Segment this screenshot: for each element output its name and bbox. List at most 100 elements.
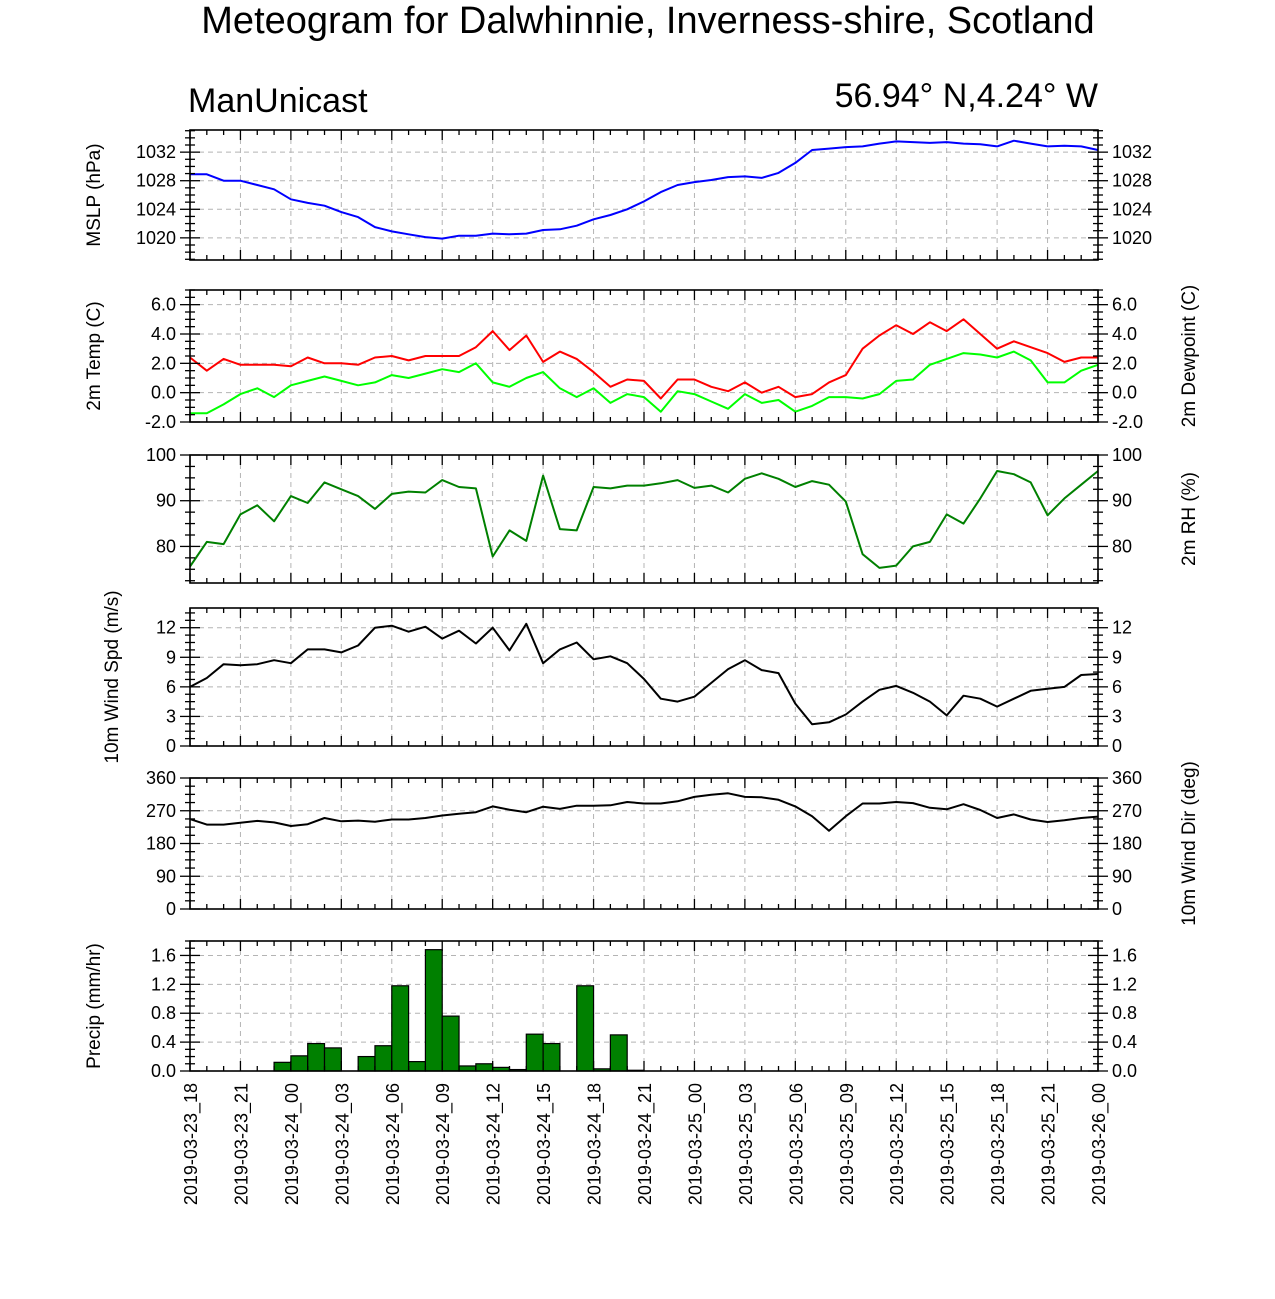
chart-title: Meteogram for Dalwhinnie, Inverness-shir…: [201, 0, 1094, 42]
y-tick-label: 100: [146, 445, 176, 465]
precip-bar: [323, 1047, 342, 1072]
panel-wspd: 0 0 3 3 6 6 9 9 12 12 10m Wind Spd (m/s): [102, 590, 1132, 763]
y-tick-label: 1028: [1112, 171, 1152, 191]
precip-bar: [357, 1055, 376, 1072]
model-name: ManUnicast: [188, 82, 368, 120]
y-tick-label: 0.4: [1112, 1032, 1137, 1052]
temp-series-line-1: [190, 350, 1099, 415]
y-tick-label: 1.6: [151, 945, 176, 965]
y-tick-label: 90: [1112, 491, 1132, 511]
precip-bar: [542, 1042, 561, 1072]
precip-bar: [391, 985, 410, 1072]
y-tick-label: 1024: [1112, 199, 1152, 219]
meteogram-panels: 1020 1020 1024 1024 1028 1028 1032 1032 MSLP (hP…: [84, 129, 1200, 1205]
y-tick-label: 0: [1112, 736, 1122, 756]
location-coordinates: 56.94° N,4.24° W: [835, 77, 1098, 115]
y-tick-label: 3: [166, 706, 176, 726]
y-tick-label: 9: [1112, 647, 1122, 667]
y-tick-label: 0.0: [1112, 1061, 1137, 1081]
y-tick-label: 0.8: [1112, 1003, 1137, 1023]
y-tick-label: 80: [156, 536, 176, 556]
y-tick-label: 1.2: [151, 974, 176, 994]
y-tick-label: 6: [1112, 677, 1122, 697]
x-tick-label: 2019-03-26_00: [1089, 1083, 1110, 1205]
y-tick-label: 1020: [136, 228, 176, 248]
precip-bar: [441, 1015, 460, 1072]
x-tick-label: 2019-03-24_06: [383, 1083, 404, 1205]
y-tick-label: 0.0: [151, 1061, 176, 1081]
y-tick-label: 3: [1112, 706, 1122, 726]
precip-bar: [609, 1034, 628, 1072]
x-tick-label: 2019-03-24_15: [534, 1083, 555, 1205]
x-tick-label: 2019-03-25_03: [736, 1083, 757, 1205]
x-tick-label: 2019-03-25_18: [988, 1083, 1009, 1205]
mslp-series-line-0: [190, 139, 1099, 240]
y-tick-label: 12: [156, 618, 176, 638]
x-tick-label: 2019-03-25_06: [786, 1083, 807, 1205]
y-tick-label: 0: [166, 736, 176, 756]
x-tick-label: 2019-03-24_12: [484, 1083, 505, 1205]
x-tick-label: 2019-03-23_18: [181, 1083, 202, 1205]
wdir-series-line-0: [189, 792, 1099, 832]
y-tick-label: 90: [156, 866, 176, 886]
y-tick-label: 4.0: [1112, 324, 1137, 344]
y-tick-label: 0: [1112, 899, 1122, 919]
panel-temp: -2.0 -2.0 0.0 0.0 2.0 2.0 4.0 4.0 6.0 6.0 2m Temp …: [84, 285, 1200, 432]
precip-bar: [475, 1063, 494, 1072]
y-tick-label: 1.2: [1112, 974, 1137, 994]
y-tick-label: 12: [1112, 618, 1132, 638]
x-tick-label: 2019-03-24_00: [282, 1083, 303, 1205]
y-tick-label: -2.0: [1112, 412, 1143, 432]
precip-bar: [374, 1045, 393, 1072]
y-tick-label: 6.0: [151, 295, 176, 315]
precip-bar: [424, 949, 443, 1072]
y-axis-label-right: 2m Dewpoint (C): [1179, 285, 1200, 428]
y-axis-label-left: 10m Wind Spd (m/s): [102, 590, 123, 763]
y-tick-label: 0: [166, 899, 176, 919]
wspd-series-line-0: [189, 622, 1099, 726]
y-tick-label: 360: [1112, 768, 1142, 788]
y-tick-label: -2.0: [145, 412, 176, 432]
y-tick-label: 90: [156, 491, 176, 511]
precip-bar: [525, 1033, 544, 1072]
y-axis-label-right: 10m Wind Dir (deg): [1179, 761, 1200, 926]
x-tick-label: 2019-03-25_00: [685, 1083, 706, 1205]
rh-series-line-0: [189, 470, 1099, 569]
x-tick-label: 2019-03-25_15: [938, 1083, 959, 1205]
y-tick-label: 1020: [1112, 228, 1152, 248]
y-tick-label: 1028: [136, 171, 176, 191]
precip-bar: [307, 1042, 326, 1072]
x-tick-label: 2019-03-25_12: [887, 1083, 908, 1205]
y-axis-label-right: 2m RH (%): [1179, 472, 1200, 566]
y-tick-label: 1032: [136, 142, 176, 162]
x-axis-labels: 2019-03-23_18 2019-03-23_21 2019-03-24_00 2…: [181, 1083, 1110, 1205]
y-axis-label-left: 2m Temp (C): [84, 301, 105, 410]
x-tick-label: 2019-03-25_09: [837, 1083, 858, 1205]
panel-mslp: 1020 1020 1024 1024 1028 1028 1032 1032 MSLP (hP…: [84, 129, 1152, 261]
y-tick-label: 80: [1112, 536, 1132, 556]
precip-bar: [407, 1061, 427, 1072]
y-tick-label: 6: [166, 677, 176, 697]
y-tick-label: 6.0: [1112, 295, 1137, 315]
y-tick-label: 180: [1112, 834, 1142, 854]
panel-precip: 0.0 0.0 0.4 0.4 0.8 0.8 1.2 1.2 1.6 1.6 Precip (mm…: [84, 940, 1137, 1081]
x-tick-label: 2019-03-25_21: [1039, 1083, 1060, 1205]
y-tick-label: 1.6: [1112, 945, 1137, 965]
y-tick-label: 270: [146, 801, 176, 821]
y-tick-label: 0.4: [151, 1032, 176, 1052]
y-tick-label: 0.0: [1112, 383, 1137, 403]
x-tick-label: 2019-03-24_18: [585, 1083, 606, 1205]
x-tick-label: 2019-03-24_09: [433, 1083, 454, 1205]
precip-bar: [290, 1055, 309, 1072]
y-tick-label: 270: [1112, 801, 1142, 821]
x-tick-label: 2019-03-24_03: [332, 1083, 353, 1205]
y-tick-label: 90: [1112, 866, 1132, 886]
y-axis-label-left: MSLP (hPa): [84, 143, 105, 246]
y-tick-label: 1024: [136, 199, 176, 219]
y-tick-label: 100: [1112, 445, 1142, 465]
precip-bar: [576, 985, 595, 1072]
y-tick-label: 2.0: [151, 353, 176, 373]
y-tick-label: 9: [166, 647, 176, 667]
y-tick-label: 360: [146, 768, 176, 788]
